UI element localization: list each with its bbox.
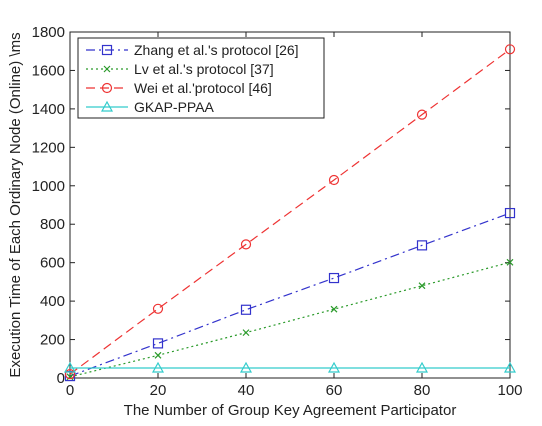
- x-tick-label: 0: [66, 382, 74, 399]
- legend-label: Lv et al.'s protocol [37]: [134, 61, 274, 77]
- y-tick-label: 600: [40, 255, 65, 272]
- data-point: [415, 361, 429, 373]
- legend: Zhang et al.'s protocol [26] Lv et al.'s …: [77, 37, 325, 119]
- series-4: [63, 361, 517, 373]
- x-tick-label: 60: [326, 382, 343, 399]
- legend-entry: Wei et al.'protocol [46]: [86, 80, 272, 96]
- data-point: [327, 361, 341, 373]
- legend-label: GKAP-PPAA: [134, 99, 215, 115]
- y-tick-label: 1000: [32, 178, 65, 195]
- x-tick-label: 100: [497, 382, 522, 399]
- data-point: [506, 258, 514, 266]
- data-point: [151, 361, 165, 373]
- data-point: [240, 304, 252, 315]
- x-axis-ticks: 0 20 40 60 80 100: [66, 32, 523, 399]
- data-point: [242, 329, 250, 337]
- y-axis-label: Execution Time of Each Ordinary Node (On…: [7, 32, 24, 377]
- legend-marker: [103, 65, 111, 73]
- series-line: [69, 212, 511, 377]
- data-point: [328, 272, 340, 284]
- legend-box: [77, 37, 325, 119]
- y-tick-label: 400: [40, 293, 65, 310]
- x-tick-label: 20: [150, 382, 167, 399]
- y-tick-label: 1600: [32, 62, 65, 79]
- data-point: [152, 303, 164, 314]
- x-axis-label: The Number of Group Key Agreement Partic…: [124, 402, 457, 419]
- legend-entry: GKAP-PPAA: [86, 99, 215, 115]
- series-line: [69, 261, 511, 378]
- y-tick-label: 1400: [32, 101, 65, 118]
- y-tick-label: 800: [40, 216, 65, 233]
- x-tick-label: 80: [414, 382, 431, 399]
- legend-marker: [101, 82, 113, 94]
- data-point: [504, 207, 516, 219]
- data-point: [416, 109, 428, 120]
- data-point: [503, 361, 517, 373]
- data-point: [240, 239, 252, 250]
- legend-marker: [100, 100, 114, 112]
- data-point: [152, 338, 164, 349]
- data-point: [330, 305, 338, 313]
- y-tick-label: 200: [40, 332, 65, 349]
- data-point: [239, 361, 253, 373]
- legend-entry: Lv et al.'s protocol [37]: [86, 61, 274, 77]
- legend-label: Wei et al.'protocol [46]: [134, 80, 272, 96]
- legend-marker: [101, 44, 113, 56]
- y-tick-label: 1800: [32, 24, 65, 41]
- y-axis-ticks: 0 200 400 600 800 1000 1200 1400 1600 1800: [32, 24, 510, 387]
- data-point: [504, 44, 516, 55]
- data-point: [154, 351, 162, 359]
- legend-entry: Zhang et al.'s protocol [26]: [86, 42, 299, 58]
- data-point: [416, 240, 428, 251]
- y-tick-label: 1200: [32, 139, 65, 156]
- series-3: [64, 44, 516, 380]
- data-point: [328, 174, 340, 186]
- legend-label: Zhang et al.'s protocol [26]: [134, 42, 299, 58]
- y-tick-label: 0: [57, 370, 65, 387]
- data-point: [64, 369, 76, 380]
- data-point: [418, 282, 426, 290]
- x-tick-label: 40: [238, 382, 255, 399]
- data-point: [63, 361, 77, 373]
- series-layer: [63, 44, 517, 382]
- series-line: [69, 48, 511, 375]
